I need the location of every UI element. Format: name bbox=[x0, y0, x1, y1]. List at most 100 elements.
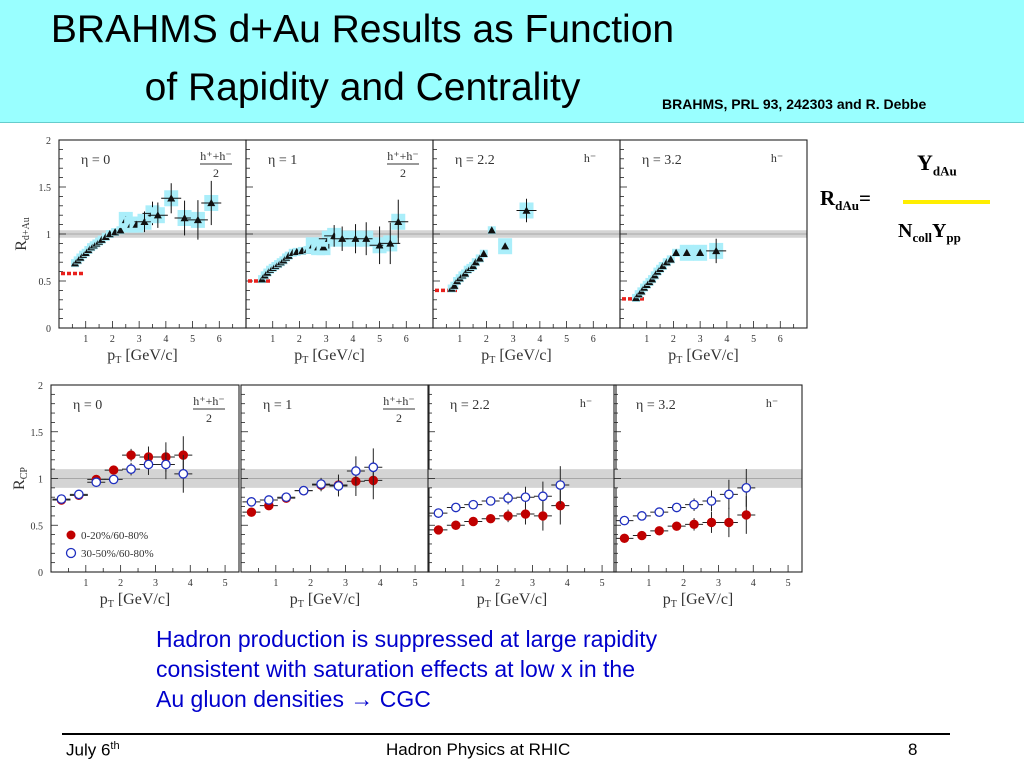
panel-rcp-2 bbox=[427, 384, 617, 573]
data-point bbox=[706, 496, 717, 506]
data-point bbox=[140, 217, 149, 225]
eta-label: η = 0 bbox=[81, 153, 110, 168]
data-point bbox=[450, 281, 459, 289]
charge-label: h⁺+h⁻ bbox=[383, 394, 414, 408]
x-tick-label: 3 bbox=[343, 578, 348, 589]
data-point bbox=[56, 494, 67, 504]
data-point bbox=[362, 234, 371, 242]
data-point bbox=[281, 492, 292, 503]
data-point bbox=[619, 533, 630, 544]
data-point bbox=[178, 468, 189, 479]
data-point bbox=[351, 234, 360, 242]
data-point bbox=[555, 480, 566, 490]
charge-label: h⁺+h⁻ bbox=[387, 149, 418, 163]
data-point bbox=[520, 509, 531, 519]
data-point bbox=[298, 485, 309, 496]
data-point bbox=[264, 495, 274, 505]
data-point bbox=[671, 502, 682, 513]
x-tick-label: 3 bbox=[153, 578, 158, 589]
data-point bbox=[724, 489, 734, 500]
conclusion-text: Hadron production is suppressed at large… bbox=[156, 624, 806, 714]
x-tick-label: 3 bbox=[530, 578, 535, 589]
x-tick-label: 4 bbox=[378, 578, 383, 589]
charge-denominator: 2 bbox=[213, 166, 219, 180]
data-point bbox=[246, 507, 257, 517]
x-tick-label: 4 bbox=[188, 578, 193, 589]
eta-label: η = 3.2 bbox=[642, 153, 682, 168]
x-axis-label: pT [GeV/c] bbox=[294, 347, 365, 366]
eta-label: η = 1 bbox=[268, 153, 297, 168]
y-tick-label: 0 bbox=[46, 324, 51, 335]
data-point bbox=[108, 465, 119, 475]
x-tick-label: 1 bbox=[273, 578, 278, 589]
y-tick-label: 0 bbox=[38, 568, 43, 579]
data-point bbox=[672, 248, 681, 256]
data-point bbox=[143, 459, 154, 470]
legend-marker-open bbox=[65, 547, 77, 559]
x-tick-label: 2 bbox=[495, 578, 500, 589]
x-tick-label: 1 bbox=[83, 334, 88, 345]
x-tick-label: 5 bbox=[600, 578, 605, 589]
x-tick-label: 2 bbox=[308, 578, 313, 589]
x-tick-label: 4 bbox=[724, 334, 729, 345]
charge-label: h⁺+h⁻ bbox=[193, 394, 224, 408]
x-axis-label: pT [GeV/c] bbox=[481, 347, 552, 366]
x-tick-label: 5 bbox=[190, 334, 195, 345]
data-point bbox=[501, 242, 510, 250]
data-point bbox=[316, 479, 326, 489]
x-tick-label: 4 bbox=[163, 334, 168, 345]
data-point bbox=[637, 511, 647, 521]
y-tick-label: 0.5 bbox=[39, 277, 52, 288]
data-point bbox=[696, 248, 705, 256]
y-axis-label: Rd+Au bbox=[13, 217, 32, 251]
x-tick-label: 6 bbox=[591, 334, 596, 345]
charge-label: h⁻ bbox=[584, 151, 596, 165]
data-point bbox=[167, 194, 176, 202]
x-axis-label: pT [GeV/c] bbox=[290, 591, 361, 610]
x-axis-label: pT [GeV/c] bbox=[100, 591, 171, 610]
data-point bbox=[284, 251, 293, 259]
x-axis-label: pT [GeV/c] bbox=[663, 591, 734, 610]
x-tick-label: 5 bbox=[223, 578, 228, 589]
x-tick-label: 1 bbox=[646, 578, 651, 589]
charge-label: h⁻ bbox=[771, 151, 783, 165]
x-tick-label: 1 bbox=[270, 334, 275, 345]
formula-denominator: NcollYpp bbox=[898, 220, 961, 245]
x-tick-label: 2 bbox=[681, 578, 686, 589]
data-point bbox=[689, 519, 699, 530]
data-point bbox=[689, 499, 699, 510]
x-axis-label: pT [GeV/c] bbox=[107, 347, 178, 366]
x-tick-label: 6 bbox=[217, 334, 222, 345]
data-point bbox=[101, 232, 110, 241]
y-tick-label: 1.5 bbox=[39, 183, 52, 194]
title-bar: BRAHMS d+Au Results as Function of Rapid… bbox=[0, 0, 1024, 123]
data-point bbox=[658, 261, 667, 270]
x-tick-label: 3 bbox=[511, 334, 516, 345]
y-tick-label: 2 bbox=[46, 136, 51, 147]
data-point bbox=[433, 508, 444, 518]
x-tick-label: 1 bbox=[644, 334, 649, 345]
y-tick-label: 2 bbox=[38, 381, 43, 392]
y-tick-label: 1 bbox=[46, 230, 51, 241]
eta-label: η = 0 bbox=[73, 398, 102, 413]
x-tick-label: 1 bbox=[83, 578, 88, 589]
data-point bbox=[471, 258, 480, 266]
data-point bbox=[706, 517, 717, 528]
y-tick-label: 0.5 bbox=[31, 521, 44, 532]
slide-title-line2: of Rapidity and Centrality bbox=[144, 66, 581, 109]
x-tick-label: 2 bbox=[118, 578, 123, 589]
x-tick-label: 4 bbox=[350, 334, 355, 345]
x-tick-label: 1 bbox=[457, 334, 462, 345]
panel-rdau-3 bbox=[619, 139, 808, 329]
data-point bbox=[386, 239, 395, 247]
x-tick-label: 5 bbox=[377, 334, 382, 345]
data-point bbox=[654, 507, 665, 518]
formula-lhs: RdAu= bbox=[820, 186, 871, 214]
footer-title: Hadron Physics at RHIC bbox=[386, 740, 571, 759]
x-tick-label: 6 bbox=[778, 334, 783, 345]
charge-label: h⁺+h⁻ bbox=[200, 149, 231, 163]
conclusion-line-1: Hadron production is suppressed at large… bbox=[156, 626, 658, 652]
data-point bbox=[666, 255, 675, 263]
x-tick-label: 1 bbox=[460, 578, 465, 589]
